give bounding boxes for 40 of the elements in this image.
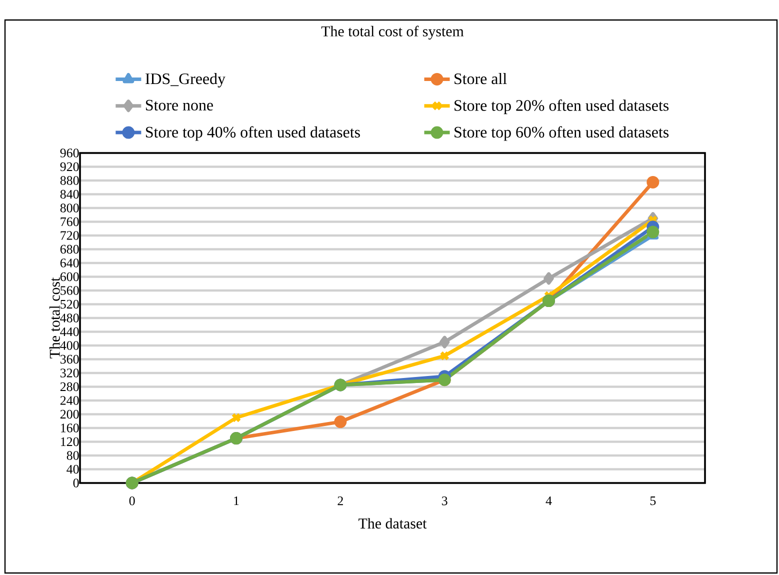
legend-label: Store top 40% often used datasets xyxy=(146,126,360,141)
legend-label: IDS_Greedy xyxy=(146,72,226,88)
y-tick-label: 200 xyxy=(60,410,79,419)
x-tick-label: 0 xyxy=(129,496,135,506)
x-tick-label: 4 xyxy=(546,496,552,506)
legend-label: Store top 20% often used datasets xyxy=(454,99,669,114)
y-tick-label: 960 xyxy=(60,148,79,158)
y-tick-label: 440 xyxy=(60,327,79,336)
y-tick-label: 680 xyxy=(60,244,79,254)
legend-label: Store all xyxy=(454,72,507,84)
y-tick-label: 560 xyxy=(60,286,79,295)
y-tick-label: 400 xyxy=(60,341,79,350)
y-tick-label: 160 xyxy=(61,424,79,432)
x-tick-label: 2 xyxy=(338,496,343,506)
x-axis-title: The dataset xyxy=(358,518,427,529)
y-tick-label: 600 xyxy=(60,272,79,282)
y-tick-label: 120 xyxy=(61,437,79,446)
y-tick-label: 880 xyxy=(60,176,79,185)
y-tick-label: 640 xyxy=(60,258,79,268)
y-tick-label: 0 xyxy=(73,478,79,488)
y-tick-label: 80 xyxy=(66,451,79,460)
y-tick-label: 480 xyxy=(60,314,79,322)
y-tick-label: 720 xyxy=(60,231,79,240)
x-tick-label: 3 xyxy=(442,496,448,506)
y-tick-label: 40 xyxy=(66,464,79,474)
x-tick-label: 1 xyxy=(234,496,239,506)
legend-label: Store top 60% often used datasets xyxy=(454,126,669,141)
y-tick-label: 280 xyxy=(60,382,79,392)
legend-label: Store none xyxy=(146,100,213,111)
y-axis-title: The total cost xyxy=(49,277,60,358)
y-tick-label: 800 xyxy=(60,204,79,212)
y-tick-label: 920 xyxy=(60,162,79,172)
y-tick-label: 240 xyxy=(60,396,79,405)
y-tick-label: 840 xyxy=(60,190,79,199)
x-tick-label: 5 xyxy=(650,496,656,506)
y-tick-label: 320 xyxy=(60,368,79,378)
y-tick-label: 360 xyxy=(60,354,79,364)
y-tick-label: 520 xyxy=(60,300,79,309)
chart-title: The total cost of system xyxy=(321,26,464,40)
y-tick-label: 760 xyxy=(60,217,79,226)
